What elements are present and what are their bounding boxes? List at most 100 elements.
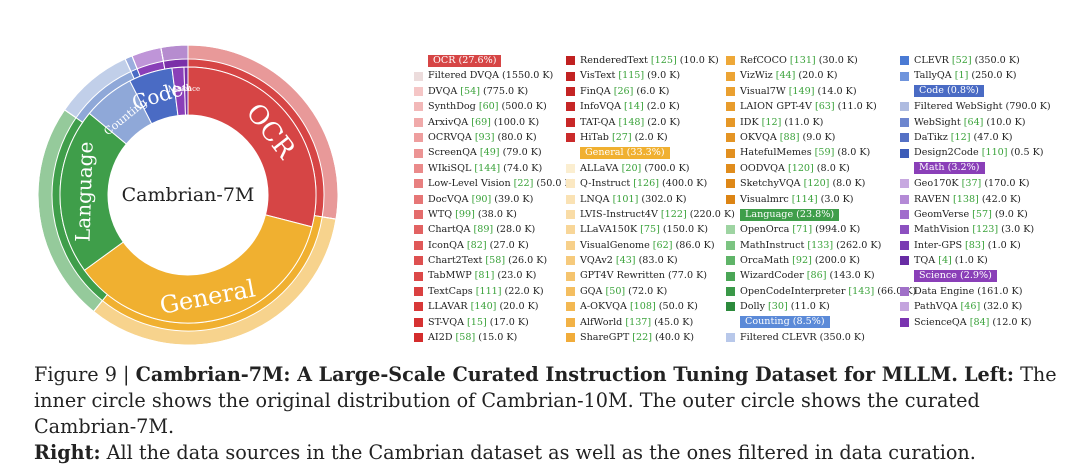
legend-swatch <box>726 71 735 81</box>
legend-swatch <box>900 56 909 66</box>
legend-item-citation: [22] <box>513 178 534 190</box>
legend-item-citation: [148] <box>618 116 645 128</box>
legend-category-badge: Counting (8.5%) <box>740 316 830 329</box>
legend-item: ALLaVA [20] (700.0 K) <box>566 161 735 176</box>
legend-item: LNQA [101] (302.0 K) <box>566 192 735 207</box>
legend-item-name: GQA <box>580 285 603 297</box>
legend-item-name: RefCOCO <box>740 55 787 66</box>
legend-item-size: (790.0 K) <box>1005 101 1051 113</box>
legend-item: RefCOCO [131] (30.0 K) <box>726 53 916 68</box>
legend-item: LAION GPT-4V [63] (11.0 K) <box>726 99 916 114</box>
legend-item-size: (8.0 K) <box>816 162 850 174</box>
legend-swatch <box>414 317 423 327</box>
legend-item: TabMWP [81] (23.0 K) <box>414 268 575 283</box>
legend-item: AI2D [58] (15.0 K) <box>414 330 575 345</box>
legend-item-citation: [59] <box>814 147 835 159</box>
legend-item: ST-VQA [15] (17.0 K) <box>414 315 575 330</box>
legend-item: LLAVAR [140] (20.0 K) <box>414 299 575 314</box>
legend-item-size: (0.5 K) <box>1010 147 1044 159</box>
legend-item: LLaVA150K [75] (150.0 K) <box>566 222 735 237</box>
legend-item-citation: [89] <box>473 224 494 236</box>
legend-swatch <box>414 302 423 312</box>
legend-item: ArxivQA [69] (100.0 K) <box>414 115 575 130</box>
legend-item-size: (9.0 K) <box>994 208 1028 220</box>
legend-item: VizWiz [44] (20.0 K) <box>726 68 916 83</box>
legend-item-size: (83.0 K) <box>638 255 678 267</box>
legend-item-name: OODVQA <box>740 162 785 174</box>
legend-item-citation: [49] <box>479 147 500 159</box>
legend-category-badge: Language (23.8%) <box>740 208 840 221</box>
legend-item: ChartQA [89] (28.0 K) <box>414 222 575 237</box>
legend-item-citation: [92] <box>792 255 812 267</box>
legend-item: VisualGenome [62] (86.0 K) <box>566 238 735 253</box>
legend-item: DaTikz [12] (47.0 K) <box>900 130 1051 145</box>
legend-item-citation: [54] <box>460 85 480 97</box>
legend-item-name: RenderedText <box>580 55 648 66</box>
legend-item-size: (17.0 K) <box>489 316 529 328</box>
center-label: Cambrian-7M <box>122 184 255 206</box>
legend: OCR (27.6%) Filtered DVQA (1550.0 K) DVQA [5… <box>414 53 1074 345</box>
legend-item-citation: [81] <box>474 270 495 282</box>
legend-swatch <box>566 194 575 204</box>
legend-swatch <box>726 302 735 312</box>
legend-swatch <box>566 86 575 96</box>
legend-item-name: DocVQA <box>428 193 469 205</box>
caption-title: Cambrian-7M: A Large-Scale Curated Instr… <box>135 363 958 386</box>
legend-item: GPT4V Rewritten (77.0 K) <box>566 268 735 283</box>
legend-item-name: MathInstruct <box>740 239 805 251</box>
legend-swatch <box>566 333 575 343</box>
legend-item-name: PathVQA <box>914 301 958 313</box>
legend-swatch <box>900 210 909 220</box>
legend-item-size: (170.0 K) <box>984 178 1030 190</box>
legend-swatch <box>726 225 735 235</box>
legend-column: RenderedText [125] (10.0 K) VisText [115] (9.… <box>566 53 735 345</box>
caption-right-label: Right: <box>34 441 101 464</box>
legend-item-name: TallyQA <box>914 70 952 82</box>
legend-swatch <box>900 317 909 327</box>
legend-item-name: OCRVQA <box>428 131 472 143</box>
legend-swatch <box>414 133 423 143</box>
legend-item-citation: [27] <box>611 131 632 143</box>
legend-item-size: (80.0 K) <box>497 131 537 143</box>
legend-item-citation: [82] <box>466 239 487 251</box>
legend-item-name: FinQA <box>580 85 611 97</box>
legend-item-size: (994.0 K) <box>815 224 861 236</box>
legend-item-citation: [131] <box>789 55 816 66</box>
legend-swatch <box>566 256 575 266</box>
legend-item: WTQ [99] (38.0 K) <box>414 207 575 222</box>
legend-item-citation: [143] <box>848 285 875 297</box>
legend-item-name: ArxivQA <box>428 116 469 128</box>
legend-item-size: (1.0 K) <box>987 239 1021 251</box>
legend-swatch <box>726 240 735 250</box>
legend-swatch <box>726 117 735 127</box>
legend-item-size: (11.0 K) <box>837 101 877 113</box>
caption-prefix: Figure 9 | <box>34 363 136 386</box>
legend-item: SynthDog [60] (500.0 K) <box>414 99 575 114</box>
legend-item: OODVQA [120] (8.0 K) <box>726 161 916 176</box>
legend-item: WebSight [64] (10.0 K) <box>900 115 1051 130</box>
legend-item-name: WIkiSQL <box>428 162 472 174</box>
legend-swatch <box>726 148 735 158</box>
legend-item-size: (3.0 K) <box>1001 224 1035 236</box>
legend-item-size: (1.0 K) <box>954 255 988 267</box>
legend-item-citation: [115] <box>618 70 645 82</box>
legend-item-size: (775.0 K) <box>482 85 529 97</box>
legend-category-badge: Science (2.9%) <box>914 270 997 283</box>
legend-item-citation: [71] <box>792 224 813 236</box>
legend-swatch <box>414 179 423 189</box>
legend-item-name: TAT-QA <box>580 116 616 128</box>
legend-item-size: (302.0 K) <box>641 193 687 205</box>
figure-caption: Figure 9 | Cambrian-7M: A Large-Scale Cu… <box>34 362 1074 466</box>
legend-item-name: CLEVR <box>914 55 949 66</box>
legend-item-citation: [20] <box>621 162 642 174</box>
legend-item-name: LLAVAR <box>428 301 468 313</box>
legend-item: PathVQA [46] (32.0 K) <box>900 299 1051 314</box>
legend-item-size: (23.0 K) <box>497 270 537 282</box>
legend-item: LVIS-Instruct4V [122] (220.0 K) <box>566 207 735 222</box>
legend-swatch <box>566 225 575 235</box>
legend-item-size: (161.0 K) <box>977 285 1023 297</box>
legend-category-header: OCR (27.6%) <box>414 53 575 68</box>
legend-item-size: (86.0 K) <box>675 239 715 251</box>
legend-item-citation: [26] <box>613 85 634 97</box>
legend-item-size: (47.0 K) <box>973 131 1013 143</box>
